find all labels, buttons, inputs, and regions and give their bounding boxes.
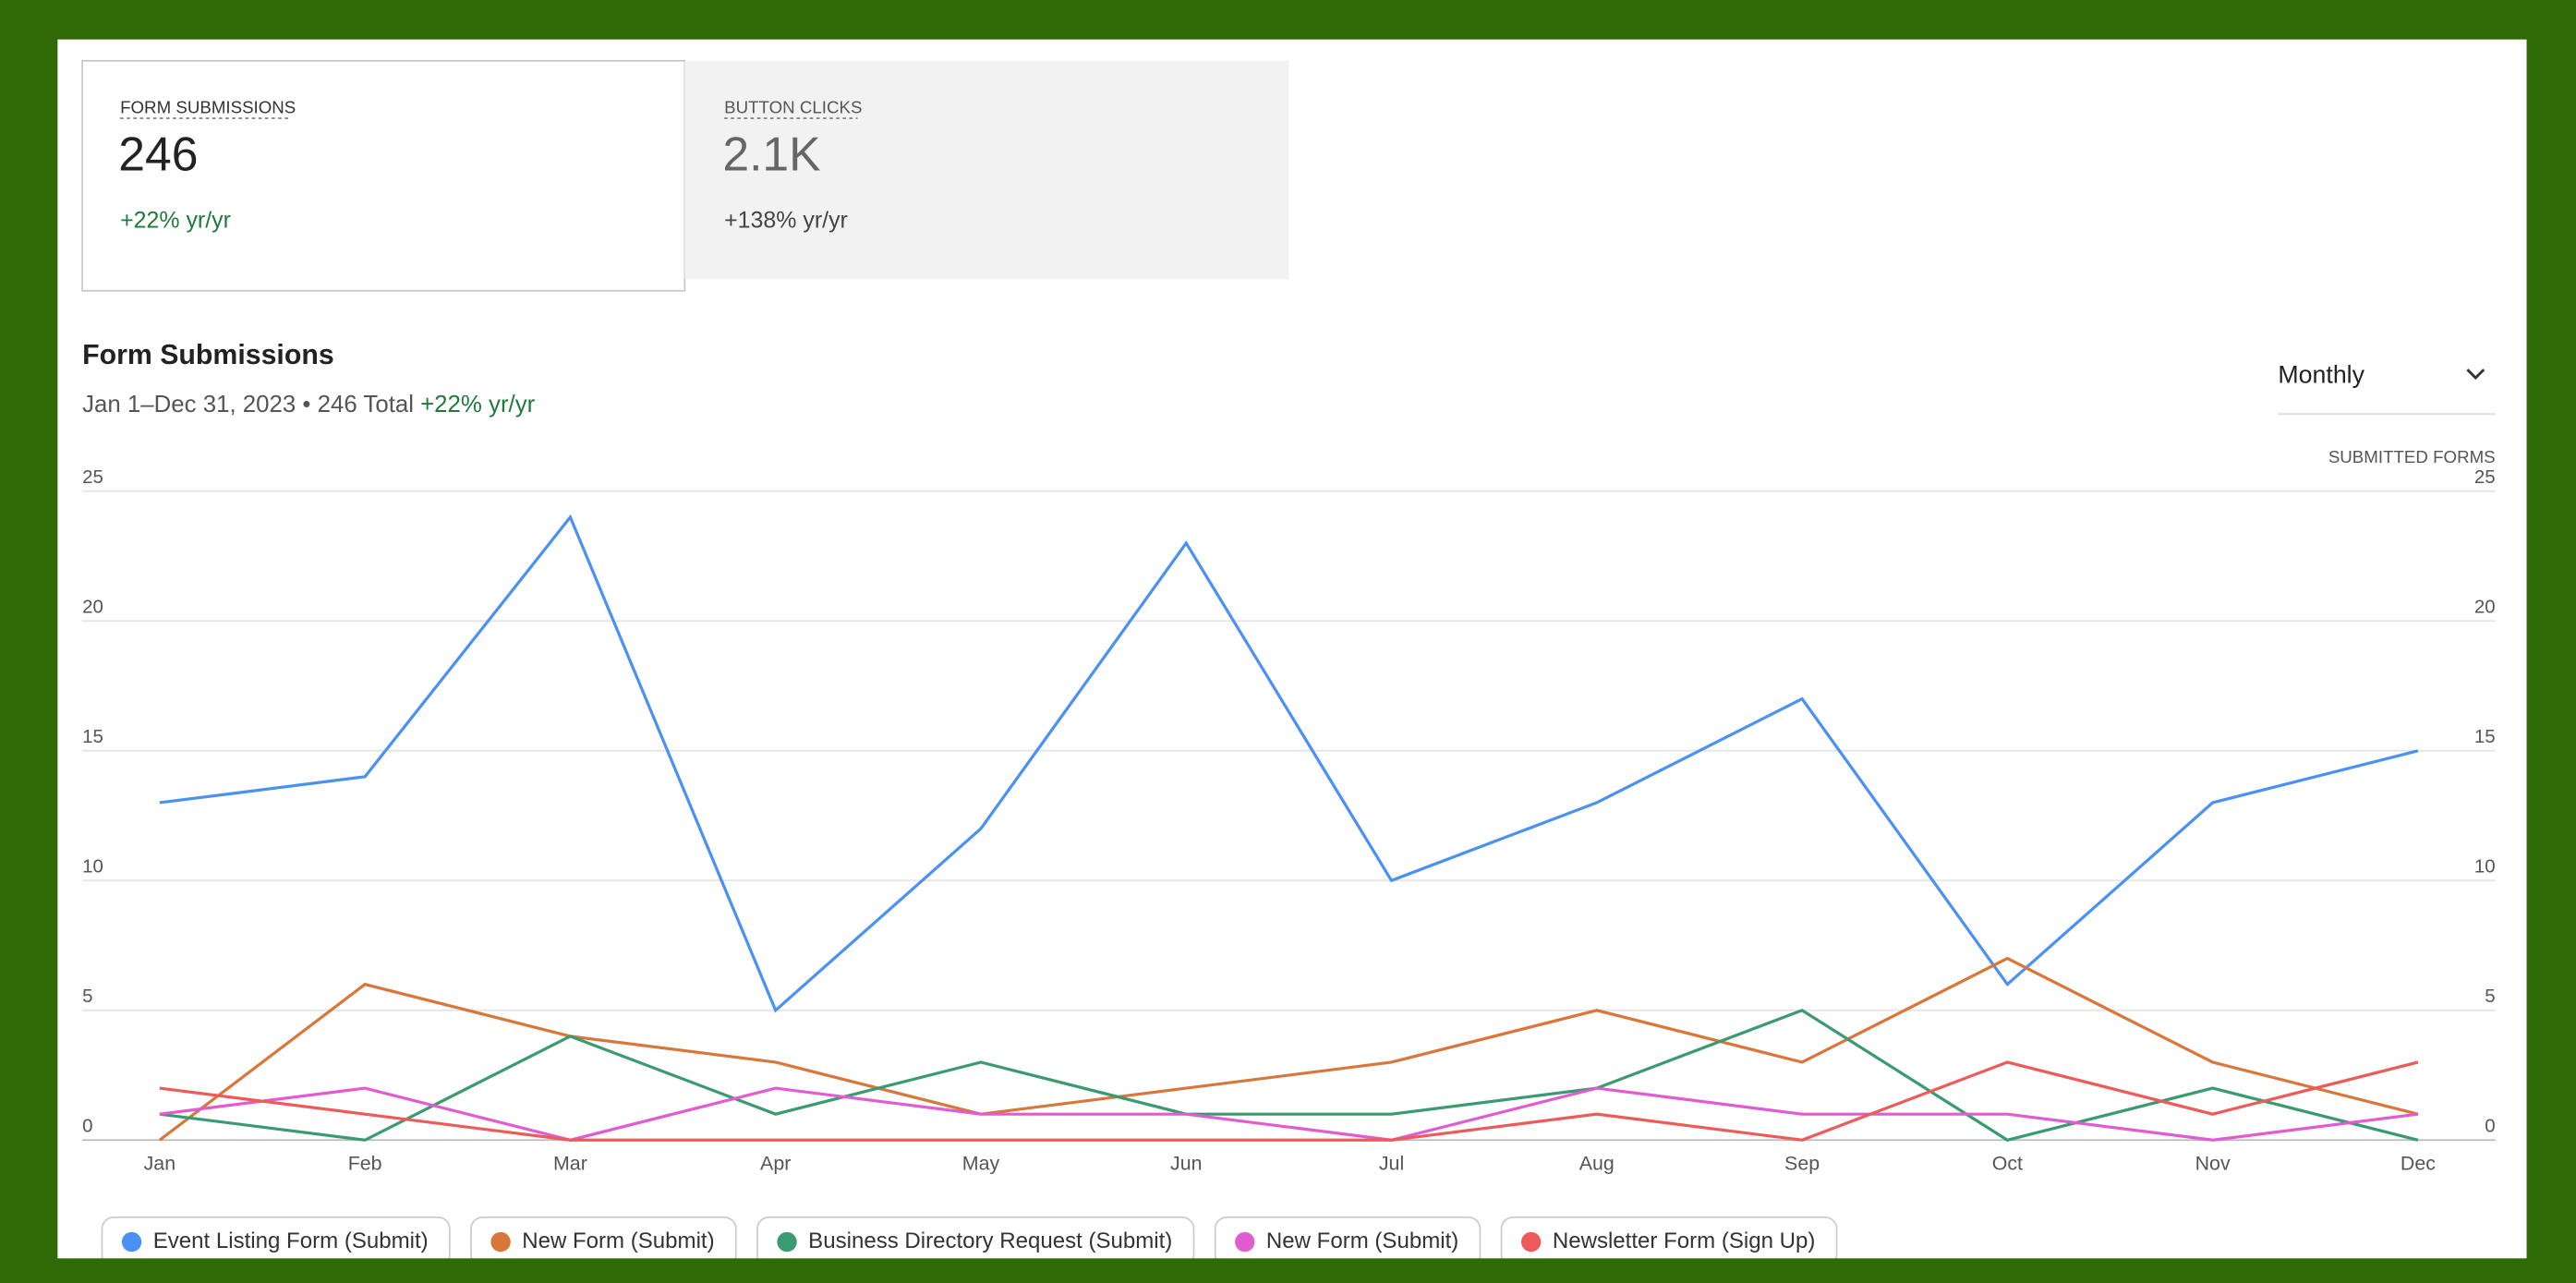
y2-tick-label: 15 bbox=[2474, 726, 2496, 747]
x-tick-label: May bbox=[962, 1153, 1000, 1175]
legend-label: Business Directory Request (Submit) bbox=[808, 1229, 1172, 1253]
tile-value: 246 bbox=[118, 127, 198, 180]
legend-item[interactable]: New Form (Submit) bbox=[1214, 1216, 1482, 1268]
tile-change: +22% yr/yr bbox=[120, 208, 231, 234]
series-line bbox=[159, 1008, 2419, 1142]
tile-label: FORM SUBMISSIONS bbox=[120, 97, 296, 116]
x-tick-label: Sep bbox=[1784, 1153, 1820, 1175]
legend-item[interactable]: New Form (Submit) bbox=[470, 1216, 737, 1268]
tile-label: BUTTON CLICKS bbox=[724, 97, 862, 116]
y-tick-label: 25 bbox=[82, 466, 103, 488]
legend-label: Event Listing Form (Submit) bbox=[153, 1229, 429, 1253]
x-tick-label: Jun bbox=[1170, 1153, 1202, 1175]
y-tick-label: 0 bbox=[82, 1115, 92, 1136]
x-tick-label: Mar bbox=[553, 1153, 587, 1175]
x-tick-label: Feb bbox=[348, 1153, 382, 1175]
y2-tick-label: 0 bbox=[2485, 1115, 2495, 1136]
series-line bbox=[158, 956, 2419, 1142]
legend-item[interactable]: Business Directory Request (Submit) bbox=[756, 1216, 1195, 1268]
legend-item[interactable]: Newsletter Form (Sign Up) bbox=[1500, 1216, 1838, 1268]
y2-axis-title: SUBMITTED FORMS bbox=[2328, 447, 2496, 466]
y2-tick-label: 5 bbox=[2485, 986, 2495, 1007]
frame-edge bbox=[0, 1258, 2576, 1283]
x-tick-label: Jul bbox=[1379, 1153, 1404, 1175]
y2-tick-label: 20 bbox=[2474, 596, 2496, 617]
y-tick-label: 15 bbox=[82, 726, 103, 747]
chart-period: Jan 1–Dec 31, 2023 • 246 Total bbox=[82, 392, 414, 418]
x-tick-label: Dec bbox=[2401, 1153, 2436, 1175]
y-tick-label: 20 bbox=[82, 596, 103, 617]
tile[interactable] bbox=[81, 59, 686, 292]
x-tick-label: Jan bbox=[144, 1153, 175, 1175]
x-tick-label: Apr bbox=[760, 1153, 791, 1175]
legend-swatch bbox=[1235, 1231, 1255, 1253]
interval-select[interactable]: Monthly bbox=[2278, 360, 2364, 388]
legend-label: Newsletter Form (Sign Up) bbox=[1553, 1229, 1816, 1253]
legend-swatch bbox=[121, 1231, 142, 1253]
series-line bbox=[159, 1086, 2419, 1142]
y-tick-label: 10 bbox=[82, 855, 103, 877]
legend-label: New Form (Submit) bbox=[522, 1229, 714, 1253]
legend-label: New Form (Submit) bbox=[1266, 1229, 1458, 1253]
chart-change: +22% yr/yr bbox=[420, 392, 536, 418]
series-line bbox=[159, 1060, 2419, 1142]
chart-title: Form Submissions bbox=[82, 340, 334, 370]
y-tick-label: 5 bbox=[82, 986, 92, 1007]
tile[interactable] bbox=[684, 60, 1289, 280]
x-tick-label: Nov bbox=[2195, 1153, 2231, 1175]
chevron bbox=[2466, 369, 2485, 381]
legend-swatch bbox=[777, 1231, 797, 1253]
series-line bbox=[159, 514, 2419, 1013]
tile-value: 2.1K bbox=[722, 127, 820, 180]
y2-tick-label: 10 bbox=[2474, 855, 2496, 877]
legend-swatch bbox=[490, 1231, 511, 1253]
tile-change: +138% yr/yr bbox=[724, 208, 848, 234]
legend-swatch bbox=[1520, 1231, 1542, 1253]
x-tick-label: Oct bbox=[1992, 1153, 2023, 1175]
x-tick-label: Aug bbox=[1579, 1153, 1615, 1175]
y2-tick-label: 25 bbox=[2474, 466, 2496, 488]
